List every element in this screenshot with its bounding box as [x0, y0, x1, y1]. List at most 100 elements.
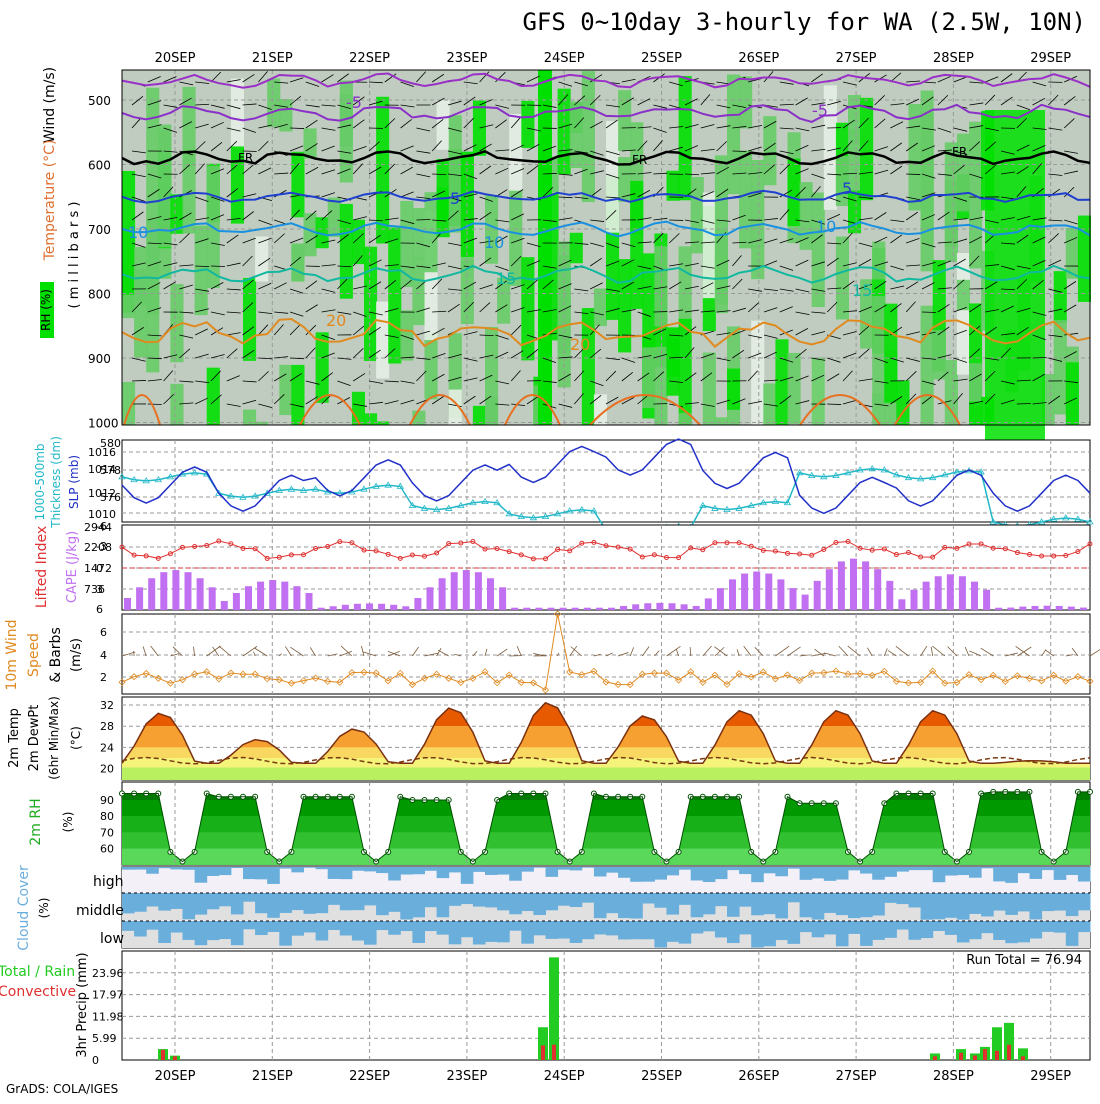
cloud-cell [860, 893, 873, 917]
temp2m-tick: 24 [100, 741, 114, 754]
cloud-cell [267, 893, 280, 918]
cloud-cell [836, 921, 849, 946]
cloud-cell [1042, 921, 1055, 932]
cloud-cell [207, 867, 220, 876]
cloud-cell [437, 921, 450, 935]
cloud-cell [679, 893, 692, 905]
cloud-cell [207, 893, 220, 909]
rh-shade-cell [183, 87, 196, 166]
cloud-cell [533, 867, 546, 868]
rh-shade-cell [364, 247, 377, 361]
cape-bar [487, 578, 494, 610]
cloud-cell [606, 893, 619, 913]
rh-shade-cell [485, 397, 498, 425]
cape-bar [221, 601, 228, 610]
date-label-bottom: 28SEP [933, 1069, 974, 1084]
cloud-cell [703, 867, 716, 882]
dewpt2m-label: 2m DewPt [27, 705, 42, 772]
cape-bar [1044, 606, 1051, 610]
contour-label-fr: FR [238, 151, 253, 165]
cloud-cell [219, 921, 232, 939]
cape-bar [136, 587, 143, 610]
cape-bar [717, 588, 724, 610]
cloud-cell [122, 867, 135, 870]
cloud-cell [872, 921, 885, 940]
cloud-cell [884, 893, 897, 903]
cloud-cell [146, 921, 159, 930]
cloud-cell [848, 867, 861, 870]
cloud-cell [836, 893, 849, 915]
cloud-cell [255, 893, 268, 913]
cloud-cell [667, 921, 680, 942]
cloud-cell [1017, 867, 1030, 873]
cape-bar [886, 581, 893, 610]
cloud-cell [328, 867, 341, 879]
cloud-cell [654, 921, 667, 948]
contour-label-5: 5 [842, 179, 852, 198]
pressure-tick: 800 [88, 288, 111, 302]
cloud-row-label: low [100, 931, 124, 947]
cape-bar [330, 606, 337, 610]
rh-shade-cell [654, 246, 667, 326]
cloud-cell [896, 921, 909, 930]
cloud-cell [921, 893, 934, 920]
rh-shade-cell [969, 363, 982, 401]
rh-shade-cell [570, 101, 583, 168]
cloud-cell [642, 893, 655, 904]
cape-bar [233, 593, 240, 610]
rh-shade-cell [291, 365, 304, 425]
contour-label-20: 20 [570, 335, 590, 354]
cloud-cell [788, 921, 801, 944]
thickness-unit-label: Thickness (dm) [49, 436, 63, 529]
cloud-cell [800, 867, 813, 880]
cape-bar [572, 608, 579, 610]
cloud-cell [400, 921, 413, 931]
cloud-cell [751, 867, 764, 882]
cloud-cell [969, 893, 982, 914]
cloud-cell [848, 921, 861, 934]
rh-shade-cell [703, 192, 716, 298]
rh-shade-cell [945, 360, 958, 425]
rh-moist-column [538, 70, 552, 425]
cloud-cell [158, 867, 171, 868]
precip-conv-bar [983, 1049, 987, 1060]
rh-shade-cell [606, 121, 619, 233]
rh-shade-cell [376, 421, 389, 425]
cloud-cell [763, 921, 776, 946]
cloud-cell [291, 867, 304, 872]
cape-bar [753, 571, 760, 610]
rh-shade-cell [449, 115, 462, 232]
cape-bar [160, 572, 167, 610]
cloud-cell [340, 921, 353, 935]
cloud-cell [291, 921, 304, 936]
cloud-cell [388, 921, 401, 935]
pressure-tick: 600 [88, 159, 111, 173]
cloud-cell [775, 921, 788, 940]
precip-total-bar [549, 957, 559, 1060]
cloud-cell [1005, 867, 1018, 883]
cloud-cell [558, 893, 571, 906]
cape-bar [257, 582, 264, 610]
cloud-cell [1030, 893, 1043, 919]
cloud-cell [279, 867, 292, 869]
cloud-cell [546, 867, 559, 877]
cape-bar [790, 588, 797, 610]
temp2m-label: 2m Temp [7, 708, 22, 768]
cloud-cell [812, 867, 825, 878]
cloud-unit-label: (%) [37, 898, 51, 919]
cloud-cell [316, 867, 329, 869]
date-label-bottom: 24SEP [544, 1069, 585, 1084]
cloud-cell [921, 921, 934, 938]
cape-bar [584, 608, 591, 610]
cape-bar [983, 590, 990, 610]
date-label-bottom: 25SEP [641, 1069, 682, 1084]
cape-tick: 1472 [84, 562, 112, 575]
cloud-cell [1042, 867, 1055, 870]
wind-barb [827, 404, 841, 405]
cloud-cell [267, 921, 280, 932]
cape-bar [390, 605, 397, 610]
cloud-cell [183, 867, 196, 870]
date-label-bottom: 22SEP [349, 1069, 390, 1084]
cloud-cell [352, 921, 365, 941]
cloud-cell [570, 893, 583, 907]
